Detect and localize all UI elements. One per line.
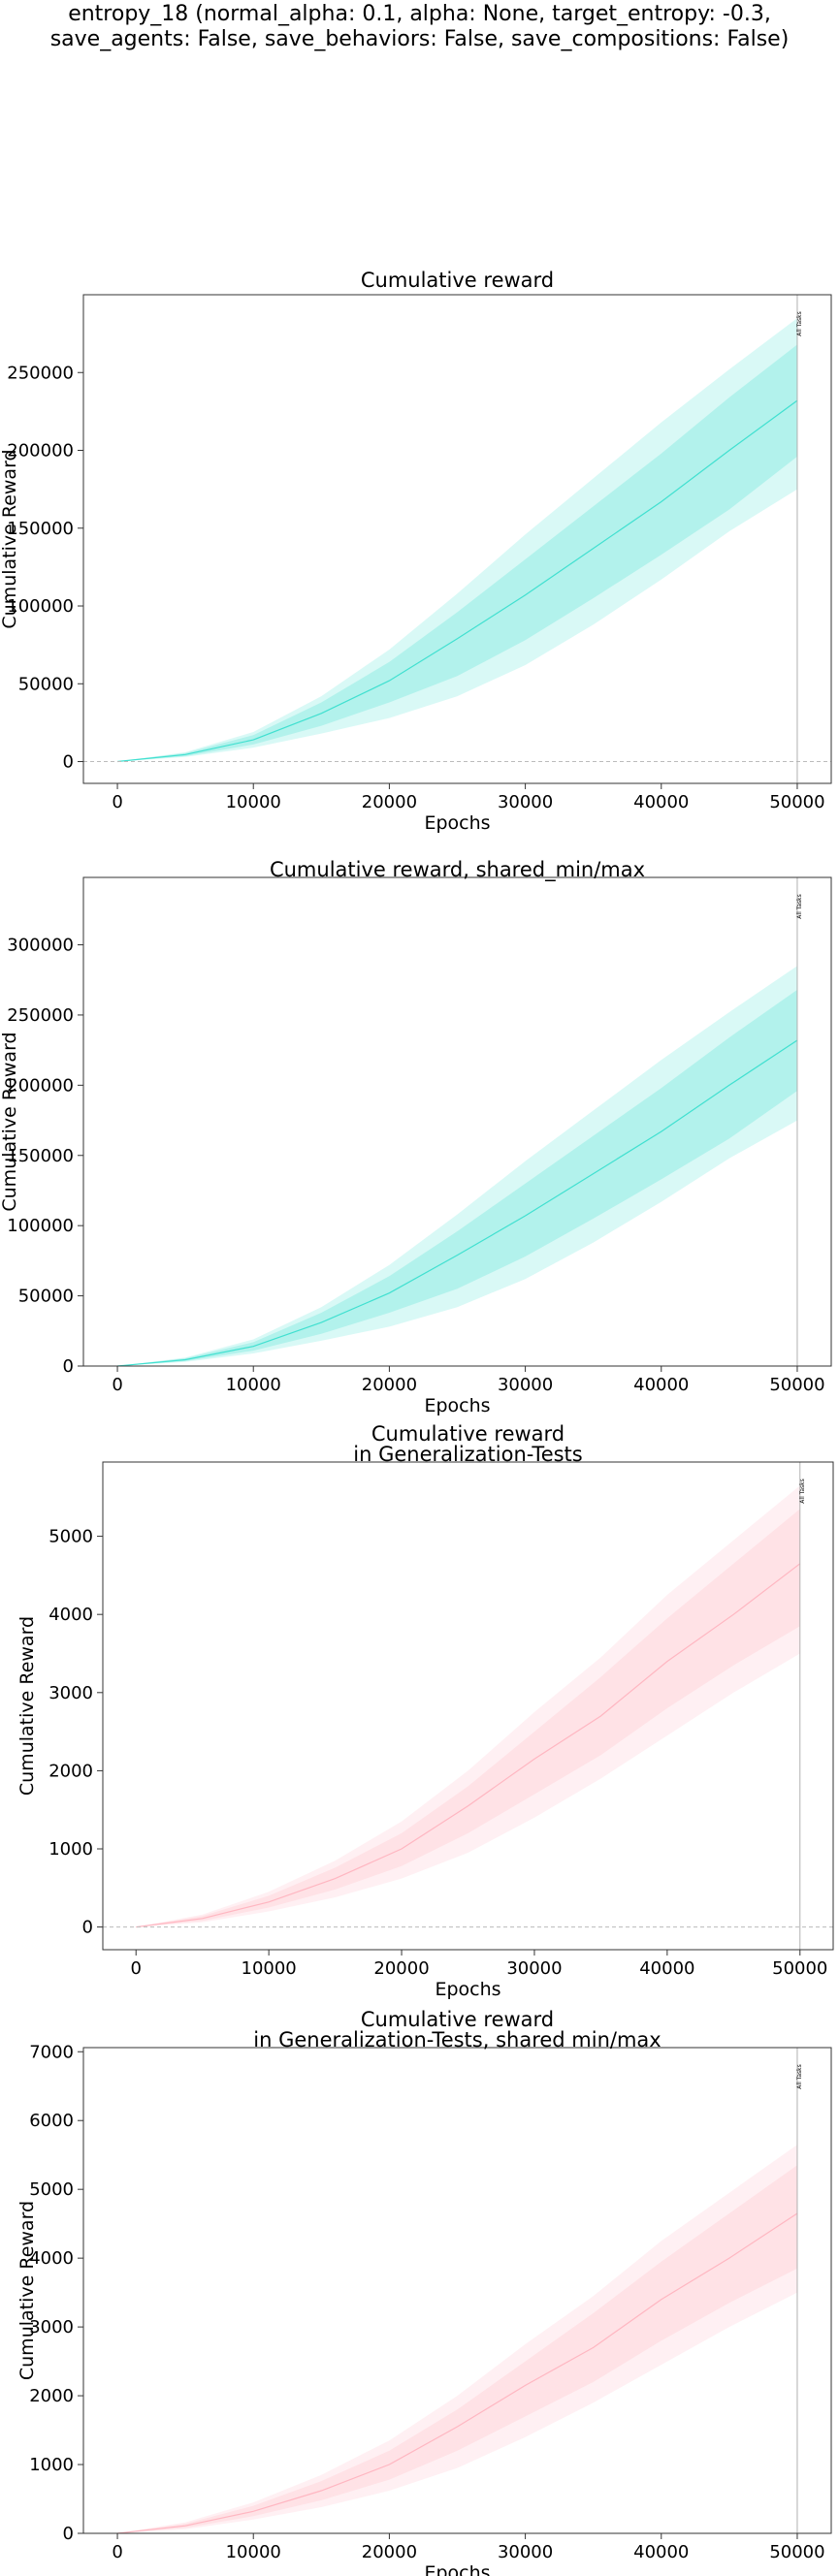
- x-tick-label: 10000: [226, 2542, 281, 2562]
- chart-3: All Tasks 0 10000 20000 30000 40000 50000 0 1000…: [16, 1422, 834, 2000]
- y-tick-label: 5000: [48, 1527, 93, 1547]
- y-axis-label: Cumulative Reward: [0, 449, 20, 628]
- task-marker-label: All Tasks: [799, 1479, 806, 1503]
- min-max-band: [117, 2145, 797, 2533]
- x-tick-label: 50000: [769, 792, 824, 812]
- x-tick-label: 30000: [506, 1958, 562, 1979]
- x-tick-label: 20000: [362, 1375, 417, 1395]
- y-tick-label: 150000: [7, 519, 74, 539]
- x-tick-label: 20000: [362, 792, 417, 812]
- chart-2: All Tasks 0 10000 20000 30000 40000 50000 0 5000…: [0, 858, 832, 1416]
- x-tick-label: 10000: [226, 1375, 281, 1395]
- axes-frame: [82, 294, 832, 784]
- chart-1: All Tasks 0 10000 20000 30000 40000 50000 0 5000…: [0, 269, 832, 834]
- axes-frame: [82, 876, 832, 1367]
- y-tick-label: 3000: [48, 1683, 93, 1703]
- x-tick-label: 30000: [498, 792, 553, 812]
- x-tick-label: 0: [112, 1375, 122, 1395]
- y-axis-label: Cumulative Reward: [16, 2201, 38, 2380]
- chart-title-line: Cumulative reward: [371, 1422, 565, 1446]
- task-marker-label: All Tasks: [796, 2064, 803, 2088]
- x-tick-label: 10000: [242, 1958, 297, 1979]
- y-tick-label: 3000: [29, 2317, 74, 2337]
- x-axis-label: Epochs: [435, 1979, 500, 2000]
- y-tick-label: 0: [63, 1356, 74, 1377]
- chart-title-line: Cumulative reward: [361, 2008, 554, 2031]
- mean-line: [116, 2212, 798, 2534]
- mean-line: [136, 1563, 801, 1928]
- x-tick-label: 0: [112, 2542, 122, 2562]
- x-tick-label: 50000: [769, 1375, 824, 1395]
- y-tick-label: 5000: [29, 2179, 74, 2200]
- y-tick-label: 100000: [7, 596, 74, 617]
- mean-line: [116, 399, 798, 763]
- y-axis-label: Cumulative Reward: [0, 1032, 20, 1211]
- x-tick-label: 10000: [226, 792, 281, 812]
- suptitle-line-2: save_agents: False, save_behaviors: Fals…: [49, 27, 790, 51]
- x-axis-label: Epochs: [424, 812, 490, 834]
- min-max-band: [117, 966, 797, 1366]
- y-tick-label: 7000: [29, 2042, 74, 2062]
- y-tick-label: 0: [82, 1918, 93, 1938]
- min-max-band: [136, 1485, 800, 1927]
- figure-suptitle: entropy_18 (normal_alpha: 0.1, alpha: No…: [0, 2, 839, 52]
- x-axis-label: Epochs: [424, 2562, 490, 2576]
- x-tick-label: 40000: [633, 1375, 689, 1395]
- y-tick-label: 2000: [48, 1761, 93, 1781]
- y-tick-label: 200000: [7, 441, 74, 461]
- chart-title-line: Cumulative reward, shared_min/max: [270, 858, 645, 882]
- chart-4: All Tasks 0 10000 20000 30000 40000 50000 0 1000…: [16, 2008, 832, 2576]
- y-tick-label: 6000: [29, 2111, 74, 2131]
- y-tick-label: 0: [63, 752, 74, 773]
- y-tick-label: 4000: [48, 1605, 93, 1625]
- suptitle-line-1: entropy_18 (normal_alpha: 0.1, alpha: No…: [68, 2, 771, 26]
- y-tick-label: 2000: [29, 2386, 74, 2406]
- y-tick-label: 0: [63, 2524, 74, 2544]
- y-tick-label: 100000: [7, 1216, 74, 1236]
- axes-frame: [102, 1461, 834, 1951]
- task-marker-label: All Tasks: [796, 311, 803, 335]
- x-tick-label: 30000: [498, 2542, 553, 2562]
- y-tick-label: 50000: [18, 1287, 74, 1307]
- y-tick-label: 250000: [7, 1005, 74, 1026]
- axes-frame: [82, 2047, 832, 2534]
- y-tick-label: 4000: [29, 2248, 74, 2269]
- x-axis-label: Epochs: [424, 1395, 490, 1416]
- std-band: [117, 344, 797, 762]
- y-tick-label: 1000: [48, 1839, 93, 1860]
- x-tick-label: 40000: [639, 1958, 694, 1979]
- min-max-band: [117, 318, 797, 762]
- chart-title-line: in Generalization-Tests: [353, 1443, 582, 1466]
- chart-title-line: in Generalization-Tests, shared min/max: [253, 2028, 661, 2051]
- x-tick-label: 40000: [633, 2542, 689, 2562]
- y-tick-label: 200000: [7, 1075, 74, 1096]
- x-tick-label: 20000: [362, 2542, 417, 2562]
- task-marker-label: All Tasks: [796, 894, 803, 918]
- x-tick-label: 20000: [373, 1958, 429, 1979]
- x-tick-label: 0: [112, 792, 122, 812]
- x-tick-label: 50000: [772, 1958, 827, 1979]
- std-band: [117, 989, 797, 1366]
- x-tick-label: 0: [131, 1958, 142, 1979]
- x-tick-label: 40000: [633, 792, 689, 812]
- mean-line: [116, 1039, 798, 1367]
- x-tick-label: 30000: [498, 1375, 553, 1395]
- x-tick-label: 50000: [769, 2542, 824, 2562]
- y-tick-label: 250000: [7, 363, 74, 383]
- y-axis-label: Cumulative Reward: [16, 1616, 38, 1796]
- y-tick-label: 300000: [7, 936, 74, 956]
- y-tick-label: 50000: [18, 674, 74, 694]
- y-tick-label: 1000: [29, 2455, 74, 2475]
- chart-title-line: Cumulative reward: [361, 269, 554, 292]
- y-tick-label: 150000: [7, 1146, 74, 1166]
